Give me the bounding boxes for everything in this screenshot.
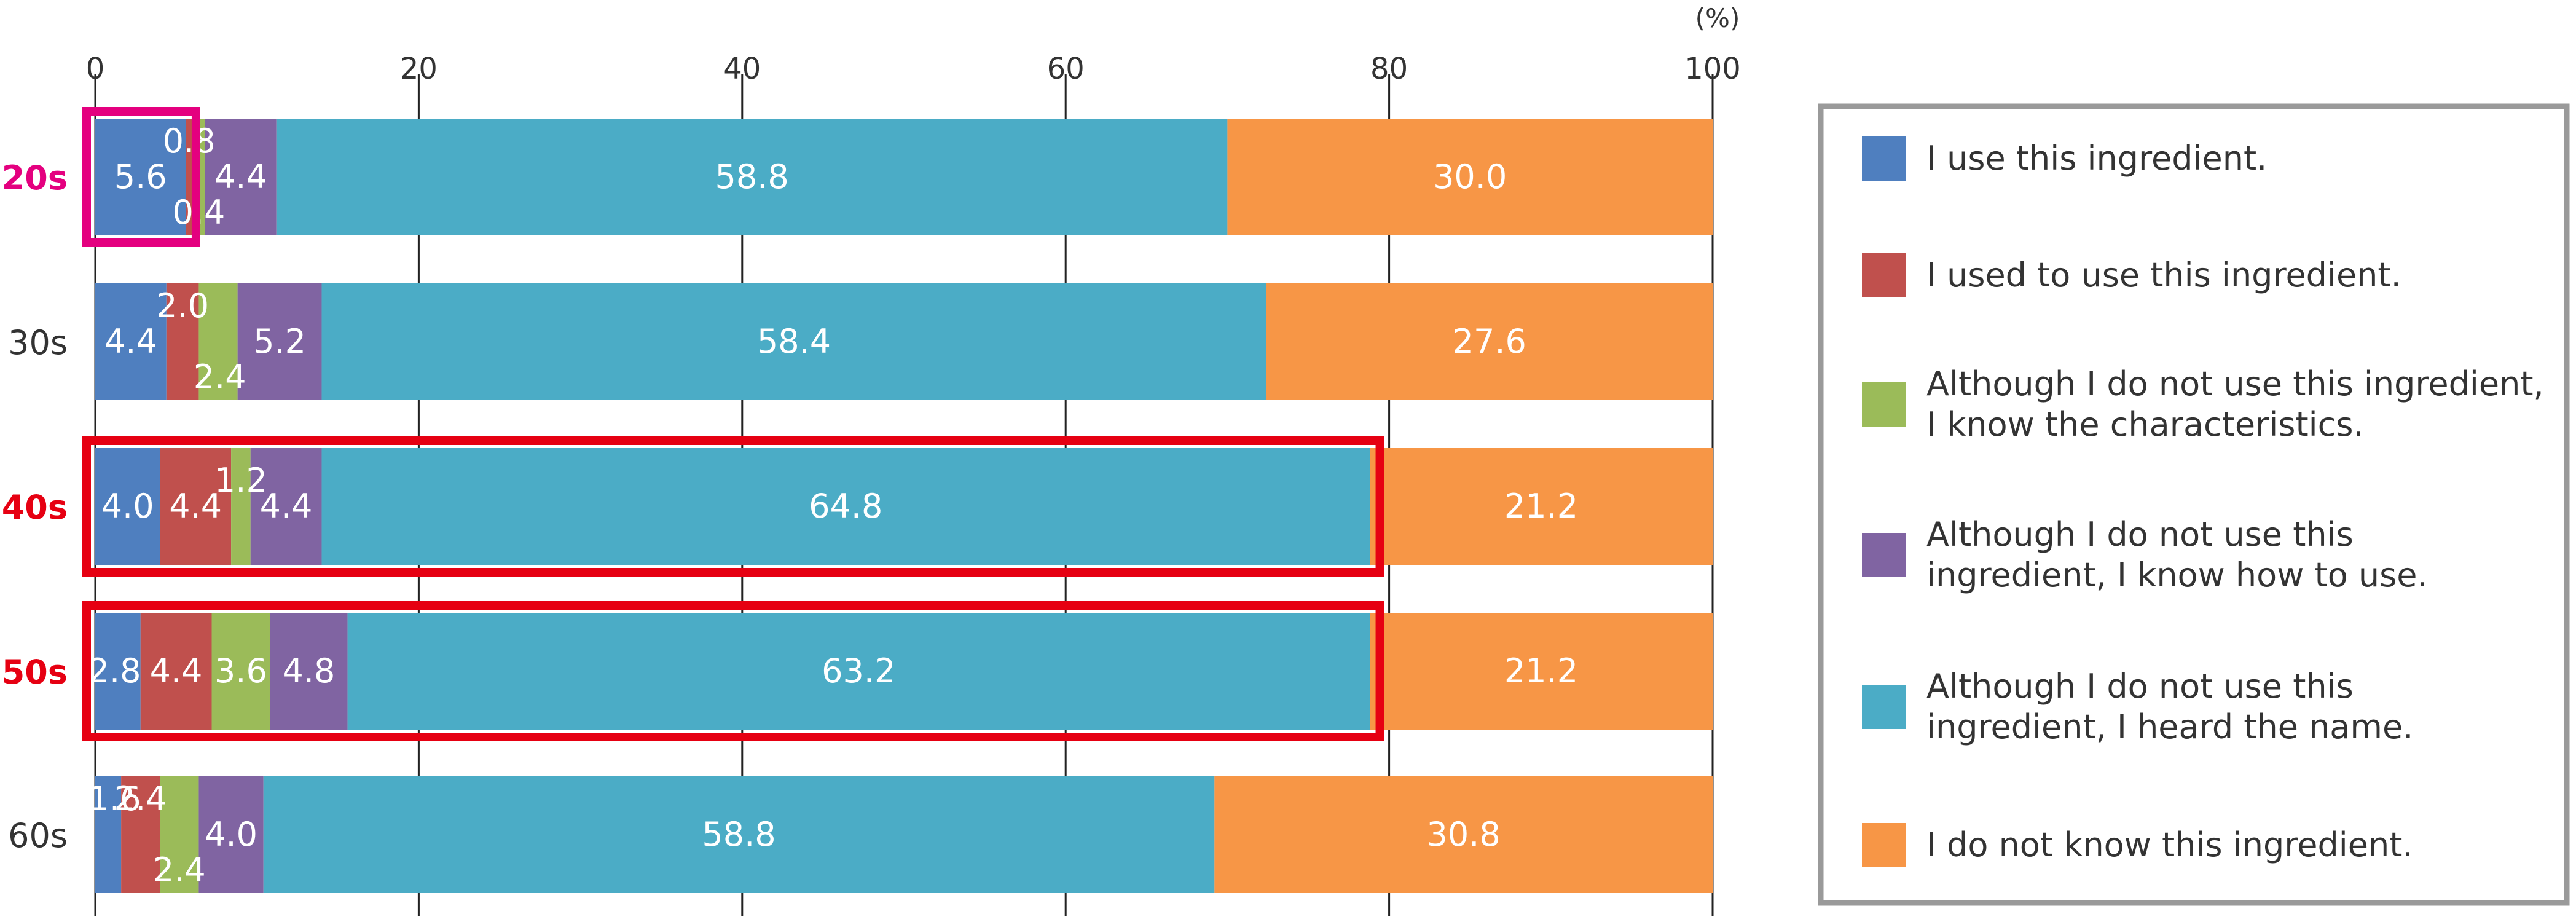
legend-swatch xyxy=(1862,136,1906,181)
x-tick-label: 100 xyxy=(1684,52,1741,86)
legend-label: ingredient, I heard the name. xyxy=(1926,707,2413,746)
bar-segment xyxy=(347,613,1370,730)
data-label: 1.6 xyxy=(88,779,141,818)
bar-segment xyxy=(95,776,122,893)
data-label: 64.8 xyxy=(809,487,882,526)
bar-segment xyxy=(1227,119,1713,235)
legend-swatch xyxy=(1862,823,1906,867)
data-label: 4.4 xyxy=(260,487,313,526)
bar-segment xyxy=(198,776,264,893)
bar-segment xyxy=(321,283,1266,400)
legend-label: Although I do not use this xyxy=(1926,667,2354,706)
bar-segment xyxy=(186,119,192,235)
data-label: 58.8 xyxy=(715,157,788,196)
category-label: 20s xyxy=(2,159,68,197)
category-label: 60s xyxy=(8,816,68,855)
bar-segment xyxy=(121,776,160,893)
bar-segment xyxy=(211,613,270,730)
bar-segment xyxy=(160,448,232,565)
data-label: 30.0 xyxy=(1433,157,1507,196)
data-label: 2.4 xyxy=(153,851,206,889)
category-labels: 20s 30s 40s 50s 60s xyxy=(2,159,68,855)
legend-swatch xyxy=(1862,685,1906,729)
legend-swatch xyxy=(1862,533,1906,577)
data-label: 4.4 xyxy=(169,487,222,526)
unit-label: (%) xyxy=(1695,3,1740,33)
data-label: 5.2 xyxy=(253,322,306,361)
data-label: 30.8 xyxy=(1427,815,1501,854)
data-label: 2.0 xyxy=(156,286,209,325)
highlight-boxes xyxy=(82,107,1384,741)
legend-label: Although I do not use this xyxy=(1926,515,2354,554)
x-tick-label: 80 xyxy=(1370,52,1408,86)
bar-segment xyxy=(140,613,212,730)
bar-segment xyxy=(166,283,199,400)
data-label: 4.4 xyxy=(214,157,267,196)
legend-swatch xyxy=(1862,382,1906,427)
data-label: 58.8 xyxy=(702,815,776,854)
category-label: 40s xyxy=(2,488,68,527)
x-tick-label: 20 xyxy=(400,52,438,86)
highlight-box xyxy=(82,601,1384,741)
legend-label: I use this ingredient. xyxy=(1926,139,2267,178)
bar-segment xyxy=(237,283,322,400)
bar-segment xyxy=(263,776,1215,893)
data-label: 2.8 xyxy=(88,652,141,690)
data-label: 4.4 xyxy=(150,652,203,690)
bar-segment xyxy=(95,448,160,565)
data-label: 27.6 xyxy=(1453,322,1526,361)
bar-segment xyxy=(270,613,348,730)
bar-segment xyxy=(198,283,238,400)
data-label: 0.8 xyxy=(163,122,216,160)
x-axis-ticks: 0 20 40 60 80 100 xyxy=(86,52,1741,86)
data-label: 4.0 xyxy=(205,815,257,854)
data-label: 5.6 xyxy=(114,157,167,196)
legend-label: I do not know this ingredient. xyxy=(1926,825,2413,864)
bar-segment xyxy=(231,448,251,565)
data-label: 21.2 xyxy=(1504,652,1578,690)
legend-label: I know the characteristics. xyxy=(1926,405,2364,444)
highlight-box xyxy=(82,436,1384,577)
data-label: 4.0 xyxy=(101,487,154,526)
legend-label: Although I do not use this ingredient, xyxy=(1926,364,2544,403)
bar-segment xyxy=(276,119,1228,235)
legend: I use this ingredient. I used to use this… xyxy=(1818,103,2570,906)
highlight-box xyxy=(82,107,200,247)
bar-segment xyxy=(95,283,167,400)
bar-segment xyxy=(1370,448,1713,565)
bar-segment xyxy=(321,448,1370,565)
data-label: 63.2 xyxy=(822,652,895,690)
legend-label: I used to use this ingredient. xyxy=(1926,256,2401,294)
x-tick-label: 0 xyxy=(86,52,105,86)
bar-segment xyxy=(95,613,141,730)
legend-frame xyxy=(1818,103,2570,906)
bar-segment xyxy=(250,448,322,565)
data-label: 4.4 xyxy=(104,322,157,361)
legend-label: ingredient, I know how to use. xyxy=(1926,556,2428,594)
legend-swatch xyxy=(1862,253,1906,297)
data-label: 4.8 xyxy=(282,652,335,690)
category-label: 50s xyxy=(2,653,68,692)
data-label: 58.4 xyxy=(757,322,831,361)
bar-segment xyxy=(1266,283,1713,400)
data-label: 1.2 xyxy=(214,461,267,500)
bar-segment xyxy=(205,119,277,235)
bar-segment xyxy=(1214,776,1713,893)
bar-segment xyxy=(1370,613,1713,730)
bar-segment xyxy=(160,776,199,893)
bar-segment xyxy=(95,119,186,235)
data-label: 2.4 xyxy=(114,779,167,818)
x-tick-label: 60 xyxy=(1047,52,1085,86)
bars xyxy=(95,119,1713,893)
data-label: 3.6 xyxy=(214,652,267,690)
x-tick-label: 40 xyxy=(723,52,761,86)
data-label: 21.2 xyxy=(1504,487,1578,526)
category-label: 30s xyxy=(8,323,68,362)
data-labels: 5.60.40.84.4 58.8 30.04.42.02.45.2 58.4 27.6… xyxy=(88,122,1578,889)
data-label: 2.4 xyxy=(194,358,246,396)
